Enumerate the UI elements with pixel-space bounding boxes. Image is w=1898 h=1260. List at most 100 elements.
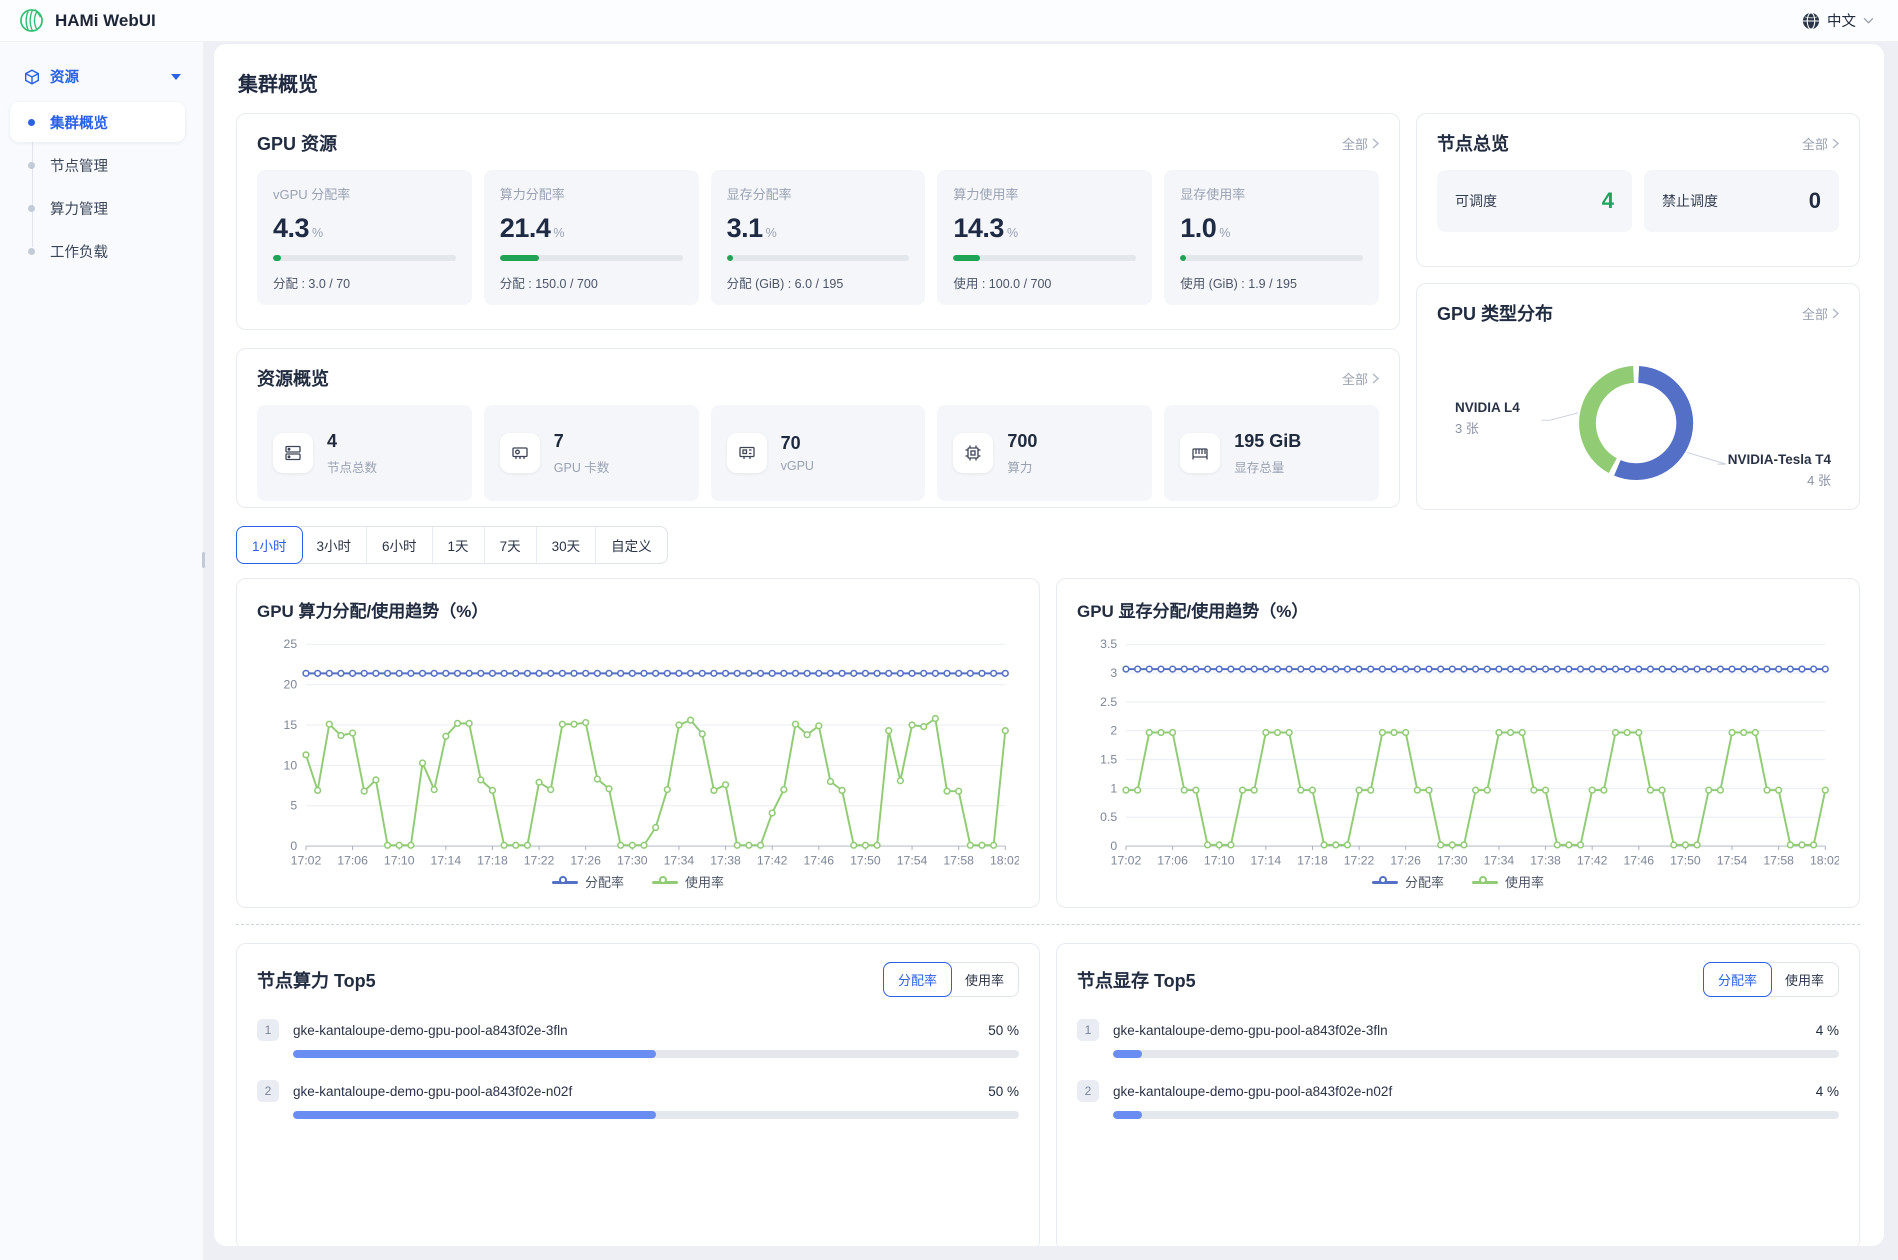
node-memory-top5-card: 节点显存 Top5 分配率 使用率 1 gke-kantaloupe-demo-… bbox=[1056, 943, 1860, 1246]
metric-memory-usage: 显存使用率 1.0% 使用 (GiB) : 1.9 / 195 bbox=[1164, 170, 1379, 305]
card-title: GPU 类型分布 bbox=[1437, 300, 1553, 326]
card-title: 节点总览 bbox=[1437, 130, 1509, 156]
compute-chip-icon bbox=[953, 433, 993, 473]
svg-text:17:02: 17:02 bbox=[291, 854, 322, 868]
svg-text:17:34: 17:34 bbox=[664, 854, 695, 868]
resource-value: 700 bbox=[1007, 431, 1037, 452]
metric-label: 显存分配率 bbox=[727, 184, 910, 203]
unschedulable-tile: 禁止调度 0 bbox=[1644, 170, 1839, 232]
svg-text:17:02: 17:02 bbox=[1111, 854, 1142, 868]
svg-text:17:54: 17:54 bbox=[897, 854, 928, 868]
resource-label: vGPU bbox=[781, 459, 814, 473]
metric-value: 21.4 bbox=[500, 213, 551, 244]
top5-row-2: 2 gke-kantaloupe-demo-gpu-pool-a843f02e-… bbox=[1077, 1080, 1839, 1119]
progress-bar bbox=[953, 255, 1136, 261]
resource-label: 节点总数 bbox=[327, 457, 377, 476]
gpu-card-icon bbox=[500, 433, 540, 473]
language-selector[interactable]: 中文 bbox=[1802, 10, 1874, 31]
metric-unit: % bbox=[553, 226, 564, 240]
all-link-label: 全部 bbox=[1342, 134, 1368, 153]
rank-bar bbox=[1113, 1111, 1839, 1119]
rank-bar bbox=[293, 1050, 1019, 1058]
tab-6h[interactable]: 6小时 bbox=[367, 527, 433, 563]
legend-alloc-rate[interactable]: 分配率 bbox=[1372, 872, 1444, 891]
metric-unit: % bbox=[1007, 226, 1018, 240]
toggle-usage-rate[interactable]: 使用率 bbox=[951, 963, 1018, 996]
svg-text:17:22: 17:22 bbox=[1344, 854, 1375, 868]
chart-title: GPU 算力分配/使用趋势（%） bbox=[257, 597, 1019, 622]
metric-label: vGPU 分配率 bbox=[273, 184, 456, 203]
resource-overview-all-link[interactable]: 全部 bbox=[1342, 369, 1379, 388]
menu-dot-icon bbox=[28, 248, 35, 255]
node-compute-top5-card: 节点算力 Top5 分配率 使用率 1 gke-kantaloupe-demo-… bbox=[236, 943, 1040, 1246]
metric-label: 显存使用率 bbox=[1180, 184, 1363, 203]
metric-value: 1.0 bbox=[1180, 213, 1216, 244]
memory-trend-chart: 00.511.522.533.517:0217:0617:1017:1417:1… bbox=[1077, 628, 1839, 880]
sidebar-item-workloads[interactable]: 工作负载 bbox=[10, 231, 185, 271]
metric-vgpu-alloc: vGPU 分配率 4.3% 分配 : 3.0 / 70 bbox=[257, 170, 472, 305]
tab-7d[interactable]: 7天 bbox=[485, 527, 537, 563]
legend-usage-rate[interactable]: 使用率 bbox=[652, 872, 724, 891]
legend-label: 分配率 bbox=[585, 872, 624, 891]
svg-text:17:06: 17:06 bbox=[1157, 854, 1188, 868]
memory-trend-chart-card: GPU 显存分配/使用趋势（%） 00.511.522.533.517:0217… bbox=[1056, 578, 1860, 908]
svg-text:17:42: 17:42 bbox=[1577, 854, 1608, 868]
node-name: gke-kantaloupe-demo-gpu-pool-a843f02e-n0… bbox=[293, 1084, 988, 1099]
chevron-right-icon bbox=[1832, 308, 1839, 319]
tab-3h[interactable]: 3小时 bbox=[302, 527, 368, 563]
svg-text:17:30: 17:30 bbox=[1437, 854, 1468, 868]
main-panel: 集群概览 GPU 资源 全部 bbox=[214, 44, 1884, 1246]
top5-row-1: 1 gke-kantaloupe-demo-gpu-pool-a843f02e-… bbox=[257, 1019, 1019, 1058]
legend-label: 使用率 bbox=[685, 872, 724, 891]
resource-value: 7 bbox=[554, 431, 610, 452]
tab-1h[interactable]: 1小时 bbox=[236, 526, 303, 564]
tab-1d[interactable]: 1天 bbox=[433, 527, 485, 563]
rank-badge: 1 bbox=[257, 1019, 279, 1041]
progress-bar bbox=[1180, 255, 1363, 261]
metric-caption: 使用 : 100.0 / 700 bbox=[953, 273, 1136, 292]
unschedulable-label: 禁止调度 bbox=[1662, 191, 1718, 211]
node-value: 4 % bbox=[1816, 1023, 1839, 1038]
sidebar-group-label: 资源 bbox=[50, 66, 79, 87]
svg-text:0.5: 0.5 bbox=[1100, 810, 1117, 824]
menu-dot-icon bbox=[28, 162, 35, 169]
gpu-resources-card: GPU 资源 全部 vGPU 分配率 4.3% 分配 : 3. bbox=[236, 113, 1400, 330]
metric-value: 4.3 bbox=[273, 213, 309, 244]
metric-value: 14.3 bbox=[953, 213, 1004, 244]
tab-custom[interactable]: 自定义 bbox=[596, 527, 667, 563]
card-title: 资源概览 bbox=[257, 365, 329, 391]
sidebar-item-compute-management[interactable]: 算力管理 bbox=[10, 188, 185, 228]
toggle-alloc-rate[interactable]: 分配率 bbox=[1703, 962, 1772, 997]
legend-marker-icon bbox=[552, 877, 578, 887]
resource-tile-memory: 195 GiB显存总量 bbox=[1164, 405, 1379, 501]
sidebar-item-node-management[interactable]: 节点管理 bbox=[10, 145, 185, 185]
svg-text:3: 3 bbox=[1110, 666, 1117, 680]
legend-marker-icon bbox=[652, 877, 678, 887]
resource-tile-gpu-cards: 7GPU 卡数 bbox=[484, 405, 699, 501]
node-overview-card: 节点总览 全部 可调度 4 禁止调度 bbox=[1416, 113, 1860, 267]
metric-label: 算力分配率 bbox=[500, 184, 683, 203]
svg-text:3.5: 3.5 bbox=[1100, 637, 1117, 651]
menu-dot-icon bbox=[28, 119, 35, 126]
toggle-usage-rate[interactable]: 使用率 bbox=[1771, 963, 1838, 996]
svg-text:17:18: 17:18 bbox=[477, 854, 508, 868]
svg-text:17:38: 17:38 bbox=[1530, 854, 1561, 868]
gpu-type-all-link[interactable]: 全部 bbox=[1802, 304, 1839, 323]
compute-trend-chart-card: GPU 算力分配/使用趋势（%） 051015202517:0217:0617:… bbox=[236, 578, 1040, 908]
tab-30d[interactable]: 30天 bbox=[537, 527, 597, 563]
svg-text:17:58: 17:58 bbox=[943, 854, 974, 868]
legend-usage-rate[interactable]: 使用率 bbox=[1472, 872, 1544, 891]
svg-text:18:02: 18:02 bbox=[1810, 854, 1839, 868]
gpu-resources-all-link[interactable]: 全部 bbox=[1342, 134, 1379, 153]
sidebar-group-resources[interactable]: 资源 bbox=[0, 56, 193, 99]
legend-alloc-rate[interactable]: 分配率 bbox=[552, 872, 624, 891]
node-overview-all-link[interactable]: 全部 bbox=[1802, 134, 1839, 153]
progress-bar bbox=[727, 255, 910, 261]
sidebar-item-cluster-overview[interactable]: 集群概览 bbox=[10, 102, 185, 142]
memory-icon bbox=[1180, 433, 1220, 473]
sidebar-item-label: 工作负载 bbox=[50, 241, 108, 262]
menu-dot-icon bbox=[28, 205, 35, 212]
chevron-down-icon bbox=[1863, 17, 1874, 24]
toggle-alloc-rate[interactable]: 分配率 bbox=[883, 962, 952, 997]
chevron-right-icon bbox=[1372, 373, 1379, 384]
